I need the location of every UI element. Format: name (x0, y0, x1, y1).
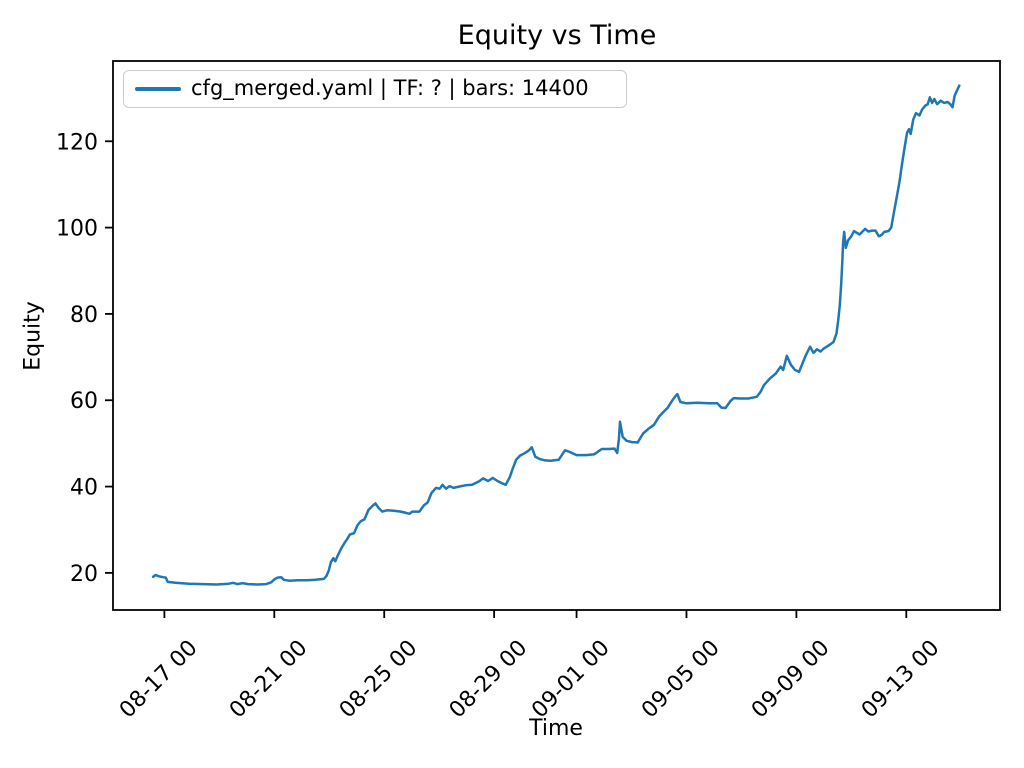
x-tick-label: 09-01 00 (527, 636, 615, 724)
x-tick-label: 08-17 00 (115, 636, 203, 724)
y-tick-label: 40 (70, 476, 98, 501)
x-tick-label: 09-13 00 (857, 636, 945, 724)
x-tick-label: 08-25 00 (335, 636, 423, 724)
chart-title: Equity vs Time (457, 20, 657, 51)
y-tick-label: 80 (70, 303, 98, 328)
x-tick-label: 09-05 00 (637, 636, 725, 724)
x-tick-label: 08-29 00 (445, 636, 533, 724)
legend: cfg_merged.yaml | TF: ? | bars: 14400 (123, 70, 627, 108)
axes-frame (112, 60, 1001, 611)
x-axis-label: Time (529, 716, 583, 741)
x-tick-label: 08-21 00 (225, 636, 313, 724)
legend-label: cfg_merged.yaml | TF: ? | bars: 14400 (191, 75, 589, 100)
y-tick-label: 100 (56, 217, 98, 242)
legend-line-sample (135, 87, 181, 91)
x-tick-label: 09-09 00 (747, 636, 835, 724)
y-tick-label: 60 (70, 389, 98, 414)
y-tick-label: 120 (56, 130, 98, 155)
y-axis-label: Equity (20, 301, 46, 371)
y-tick-label: 20 (70, 562, 98, 587)
equity-line (151, 84, 961, 586)
